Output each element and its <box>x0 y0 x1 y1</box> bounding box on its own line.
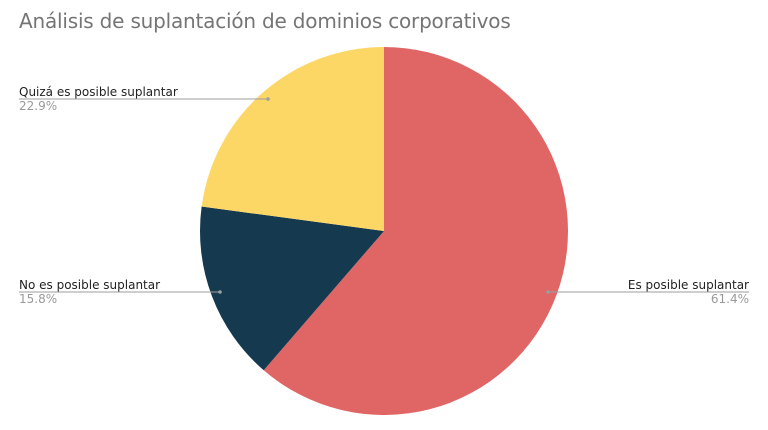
label-quiza: Quizá es posible suplantar 22.9% <box>19 85 178 113</box>
label-es-posible: Es posible suplantar 61.4% <box>628 278 749 306</box>
slice-quiza <box>201 47 384 231</box>
chart-title: Análisis de suplantación de dominios cor… <box>19 9 511 33</box>
label-es-posible-name: Es posible suplantar <box>627 278 749 292</box>
leader-es-posible-dot <box>546 290 550 294</box>
label-quiza-pct: 22.9% <box>19 99 58 113</box>
label-no-es-posible-pct: 15.8% <box>19 292 58 306</box>
label-es-posible-pct: 61.4% <box>710 292 749 306</box>
leader-no-es-posible-dot <box>218 290 222 294</box>
slice-no-es-posible <box>199 206 384 371</box>
label-no-es-posible-name: No es posible suplantar <box>19 278 161 292</box>
label-quiza-name: Quizá es posible suplantar <box>19 85 178 99</box>
leader-quiza-dot <box>266 97 270 101</box>
label-no-es-posible: No es posible suplantar 15.8% <box>19 278 160 306</box>
slice-es-posible <box>263 47 568 415</box>
